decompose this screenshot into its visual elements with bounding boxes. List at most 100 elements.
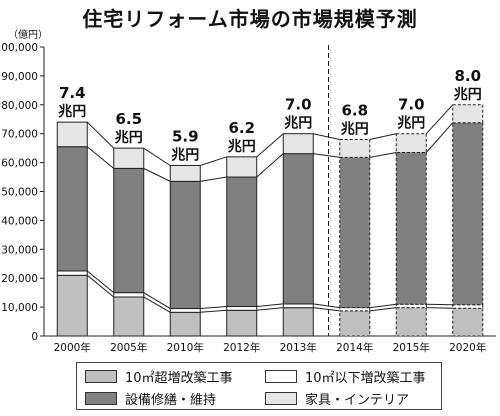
y-tick-label: 0 [31, 331, 38, 343]
bar-segment [226, 176, 258, 308]
total-unit-label: 兆円 [454, 87, 482, 103]
chart-title: 住宅リフォーム市場の市場規模予測 [82, 7, 418, 31]
connector-line [86, 270, 115, 294]
bar-segment [226, 156, 258, 178]
total-unit-label: 兆円 [397, 116, 425, 132]
bar-segment [395, 307, 427, 337]
bar-segment [339, 138, 371, 158]
x-tick-label: 2015年 [393, 341, 430, 354]
bar-segment [452, 122, 484, 306]
legend: 10㎡超増改築工事 10㎡以下増改築工事 設備修繕・維持 家具・インテリア [76, 362, 442, 410]
total-unit-label: 兆円 [341, 121, 369, 137]
connector-line [425, 122, 454, 153]
total-value-label: 6.2 [228, 119, 255, 137]
connector-line [200, 156, 227, 166]
connector-line [313, 153, 340, 158]
y-tick-label: 20,000 [1, 273, 38, 285]
total-unit-label: 兆円 [284, 116, 312, 132]
legend-item-furniture-interior: 家具・インテリア [265, 389, 410, 408]
bar-segment [113, 292, 145, 298]
total-unit-label: 兆円 [171, 147, 199, 163]
bar-segment [395, 151, 427, 305]
y-tick-label: 40,000 [1, 215, 38, 227]
bar-segment [282, 133, 314, 155]
bar-segment [169, 164, 201, 182]
y-tick-label: 30,000 [1, 244, 38, 256]
x-tick-label: 2005年 [110, 341, 147, 354]
bar-segment [226, 309, 258, 337]
bar-segment [56, 274, 88, 337]
bar-segment [113, 296, 145, 337]
legend-item-equipment-repair: 設備修繕・維持 [85, 389, 217, 408]
connector-line [200, 176, 227, 182]
connector-line [369, 133, 397, 140]
legend-label-small-extension: 10㎡以下増改築工事 [305, 370, 426, 386]
total-value-label: 5.9 [172, 127, 199, 145]
y-tick-label: 50,000 [1, 187, 38, 199]
connector-line [369, 151, 397, 158]
bar-segment [452, 304, 484, 309]
connector-line [426, 303, 453, 306]
total-unit-label: 兆円 [115, 130, 143, 146]
x-tick-label: 2020年 [449, 341, 486, 354]
bar-segment [169, 180, 201, 310]
x-tick-label: 2014年 [336, 341, 373, 354]
connector-line [143, 147, 171, 166]
legend-swatch-equipment-repair [85, 391, 117, 405]
connector-line [256, 133, 284, 158]
total-unit-label: 兆円 [228, 139, 256, 155]
bar-segment [282, 303, 314, 309]
y-tick-label: 80,000 [1, 100, 38, 112]
total-value-label: 6.5 [115, 110, 142, 128]
bar-segment [169, 311, 201, 337]
legend-swatch-small-extension [265, 369, 297, 383]
connector-line [86, 146, 115, 169]
connector-line [313, 133, 340, 140]
connector-line [369, 303, 397, 309]
chart-plot: 0 10,000 20,000 30,000 40,000 50,000 60,000 70,… [0, 42, 496, 354]
legend-label-large-extension: 10㎡超増改築工事 [125, 370, 233, 386]
bar-segment [226, 306, 258, 311]
y-tick-label: 10,000 [1, 302, 38, 314]
bar-segment [113, 167, 145, 294]
x-tick-label: 2013年 [280, 341, 317, 354]
bar-segment [452, 104, 484, 124]
total-value-label: 6.8 [341, 101, 368, 119]
connector-line [313, 303, 340, 309]
x-tick-label: 2012年 [223, 341, 260, 354]
connector-line [425, 104, 454, 135]
bar-segment [56, 121, 88, 148]
legend-label-furniture-interior: 家具・インテリア [305, 392, 410, 408]
x-tick-label: 2010年 [167, 341, 204, 354]
y-tick-label: 100,000 [0, 42, 38, 54]
total-value-label: 7.4 [59, 84, 86, 102]
connector-line [86, 274, 115, 298]
bar-segment [339, 156, 371, 309]
bar-segment [282, 153, 314, 305]
bar-segment [56, 146, 88, 272]
total-value-label: 7.0 [398, 96, 425, 114]
connector-line [369, 307, 397, 312]
legend-item-small-extension: 10㎡以下増改築工事 [265, 367, 426, 386]
bar-segment [339, 310, 371, 337]
connector-line [143, 292, 171, 309]
connector-line [200, 309, 227, 313]
y-tick-label: 60,000 [1, 158, 38, 170]
legend-swatch-large-extension [85, 369, 117, 383]
x-tick-label: 2000年 [54, 341, 91, 354]
connector-line [143, 167, 171, 182]
connector-line [200, 306, 227, 310]
bar-segment [395, 133, 427, 153]
bar-segment [113, 147, 145, 169]
bar-segment [282, 307, 314, 337]
y-tick-label: 70,000 [1, 129, 38, 141]
bar-segment [169, 308, 201, 313]
y-tick-label: 90,000 [1, 71, 38, 83]
legend-label-equipment-repair: 設備修繕・維持 [125, 392, 217, 408]
connector-line [256, 153, 284, 178]
total-value-label: 8.0 [454, 67, 481, 85]
connector-line [86, 121, 115, 149]
bar-segment [452, 307, 484, 337]
total-unit-label: 兆円 [58, 104, 86, 120]
connector-line [256, 303, 284, 308]
